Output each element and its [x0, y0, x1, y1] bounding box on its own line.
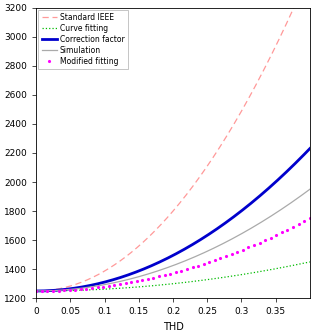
Modified fitting — [230, 252, 234, 256]
Modified fitting — [129, 280, 133, 284]
Line: Curve fitting: Curve fitting — [36, 262, 310, 291]
Standard IEEE — [164, 217, 168, 221]
Modified fitting — [124, 281, 127, 285]
Curve fitting — [308, 260, 312, 264]
Simulation — [308, 187, 312, 191]
Modified fitting — [297, 222, 300, 226]
Modified fitting — [180, 268, 183, 272]
Line: Standard IEEE: Standard IEEE — [36, 0, 310, 291]
Correction factor — [259, 193, 263, 197]
Modified fitting — [280, 230, 284, 235]
Simulation — [301, 192, 305, 196]
Modified fitting — [236, 250, 239, 254]
Correction factor — [197, 239, 201, 243]
Modified fitting — [246, 245, 250, 249]
Correction factor — [34, 289, 38, 293]
Correction factor — [308, 146, 312, 151]
Standard IEEE — [197, 176, 201, 180]
Modified fitting — [196, 263, 200, 267]
Modified fitting — [241, 248, 245, 252]
Modified fitting — [84, 287, 88, 291]
Modified fitting — [73, 288, 77, 292]
Modified fitting — [274, 233, 278, 237]
Simulation — [182, 259, 186, 263]
Modified fitting — [252, 243, 256, 247]
Modified fitting — [51, 289, 55, 293]
Modified fitting — [101, 285, 105, 289]
Modified fitting — [263, 238, 267, 242]
Modified fitting — [286, 228, 290, 232]
Standard IEEE — [182, 196, 186, 200]
Curve fitting — [301, 261, 305, 265]
X-axis label: THD: THD — [163, 322, 183, 332]
Modified fitting — [302, 219, 306, 223]
Modified fitting — [168, 271, 172, 276]
Modified fitting — [34, 289, 38, 293]
Modified fitting — [208, 260, 211, 264]
Modified fitting — [269, 236, 273, 240]
Modified fitting — [308, 216, 312, 220]
Correction factor — [164, 257, 168, 261]
Modified fitting — [146, 277, 150, 281]
Modified fitting — [163, 273, 166, 277]
Modified fitting — [157, 274, 161, 278]
Simulation — [34, 289, 38, 293]
Standard IEEE — [259, 74, 263, 78]
Modified fitting — [152, 276, 155, 280]
Curve fitting — [197, 279, 201, 283]
Curve fitting — [259, 269, 263, 274]
Correction factor — [166, 256, 170, 260]
Modified fitting — [90, 286, 94, 290]
Modified fitting — [185, 267, 189, 271]
Modified fitting — [46, 289, 49, 293]
Simulation — [166, 265, 170, 269]
Modified fitting — [213, 258, 217, 262]
Modified fitting — [191, 265, 194, 269]
Correction factor — [182, 247, 186, 251]
Modified fitting — [112, 283, 116, 287]
Modified fitting — [258, 241, 262, 245]
Modified fitting — [135, 279, 138, 283]
Modified fitting — [57, 289, 60, 293]
Curve fitting — [34, 289, 38, 293]
Modified fitting — [40, 289, 44, 293]
Modified fitting — [140, 278, 144, 282]
Modified fitting — [224, 254, 228, 258]
Simulation — [259, 221, 263, 225]
Modified fitting — [68, 288, 72, 292]
Standard IEEE — [34, 289, 38, 293]
Line: Correction factor: Correction factor — [36, 149, 310, 291]
Simulation — [164, 266, 168, 270]
Modified fitting — [96, 285, 100, 289]
Modified fitting — [118, 282, 122, 286]
Modified fitting — [174, 270, 178, 274]
Modified fitting — [107, 284, 111, 288]
Legend: Standard IEEE, Curve fitting, Correction factor, Simulation, Modified fitting: Standard IEEE, Curve fitting, Correction… — [39, 10, 128, 69]
Curve fitting — [166, 282, 170, 286]
Correction factor — [301, 153, 305, 157]
Modified fitting — [62, 288, 66, 292]
Modified fitting — [202, 262, 206, 266]
Curve fitting — [182, 281, 186, 285]
Line: Simulation: Simulation — [36, 189, 310, 291]
Modified fitting — [219, 256, 222, 260]
Standard IEEE — [166, 215, 170, 219]
Modified fitting — [79, 287, 83, 291]
Modified fitting — [291, 225, 295, 229]
Line: Modified fitting: Modified fitting — [35, 217, 311, 293]
Curve fitting — [164, 283, 168, 287]
Simulation — [197, 253, 201, 257]
